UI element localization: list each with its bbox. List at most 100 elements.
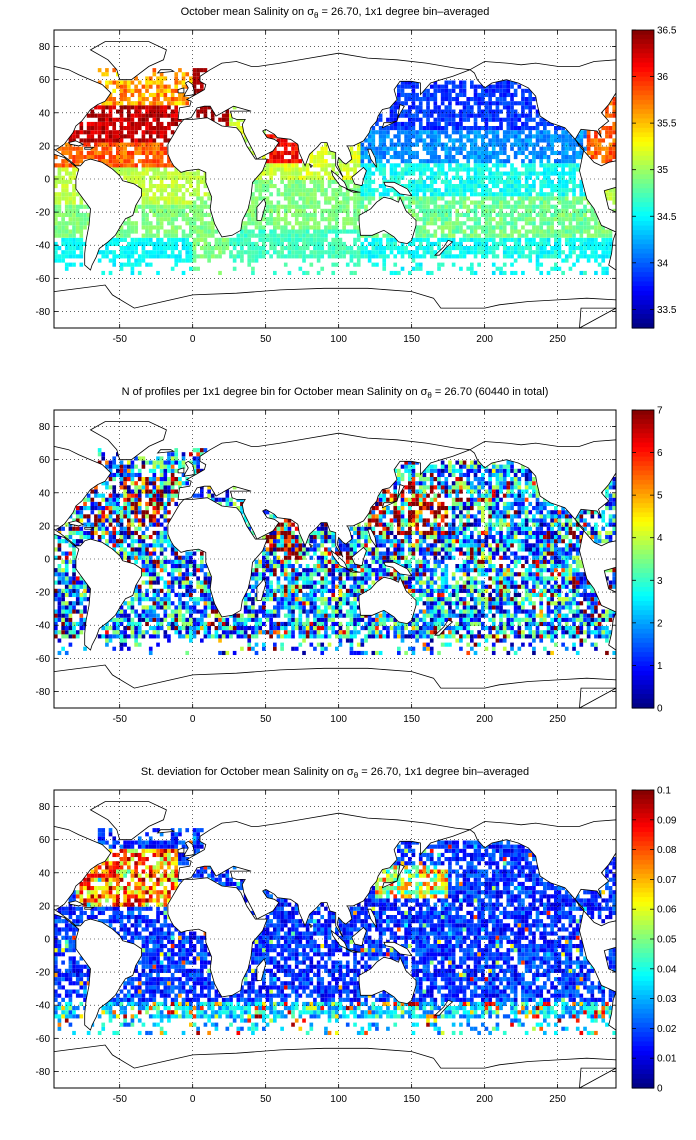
data-cell bbox=[200, 237, 204, 242]
data-cell bbox=[546, 250, 551, 255]
data-cell bbox=[491, 146, 496, 151]
data-cell bbox=[386, 237, 390, 242]
data-cell bbox=[54, 621, 58, 627]
data-cell bbox=[495, 241, 500, 247]
data-cell bbox=[546, 200, 551, 205]
data-cell bbox=[564, 217, 569, 222]
data-cell bbox=[440, 117, 445, 122]
data-cell bbox=[397, 646, 401, 651]
data-cell bbox=[116, 109, 120, 114]
data-cell bbox=[477, 126, 481, 131]
data-cell bbox=[444, 179, 449, 184]
data-cell bbox=[203, 613, 208, 618]
data-cell bbox=[269, 179, 273, 184]
data-cell bbox=[437, 163, 441, 168]
data-cell bbox=[112, 134, 117, 139]
data-cell bbox=[189, 217, 193, 222]
data-cell bbox=[294, 212, 299, 218]
data-cell bbox=[448, 192, 452, 197]
data-cell bbox=[90, 113, 95, 118]
data-cell bbox=[411, 113, 416, 118]
data-cell bbox=[105, 638, 109, 643]
data-cell bbox=[72, 134, 76, 139]
data-cell bbox=[170, 621, 175, 627]
data-cell bbox=[280, 179, 284, 184]
data-cell bbox=[294, 217, 299, 222]
data-cell bbox=[473, 221, 478, 226]
data-cell bbox=[564, 208, 569, 213]
data-cell bbox=[418, 241, 423, 247]
data-cell bbox=[418, 254, 423, 259]
data-cell bbox=[79, 130, 84, 135]
data-cell bbox=[466, 225, 471, 230]
data-cell bbox=[378, 634, 383, 639]
data-cell bbox=[305, 241, 310, 247]
data-cell bbox=[572, 159, 576, 164]
data-cell bbox=[294, 179, 299, 184]
data-cell bbox=[473, 208, 478, 213]
data-cell bbox=[371, 188, 376, 193]
data-cell bbox=[101, 117, 106, 122]
data-cell bbox=[393, 146, 398, 151]
data-cell bbox=[543, 229, 547, 234]
data-cell bbox=[57, 613, 62, 618]
data-cell bbox=[174, 212, 179, 218]
data-cell bbox=[163, 229, 168, 234]
data-cell bbox=[546, 155, 551, 160]
data-cell bbox=[141, 121, 146, 127]
data-cell bbox=[539, 609, 544, 614]
data-cell bbox=[324, 233, 328, 238]
data-cell bbox=[546, 241, 551, 247]
data-cell bbox=[473, 159, 478, 164]
data-cell bbox=[426, 184, 430, 189]
data-cell bbox=[123, 642, 127, 647]
data-cell bbox=[218, 237, 222, 242]
data-cell bbox=[462, 113, 467, 118]
data-cell bbox=[543, 163, 547, 168]
data-cell bbox=[258, 229, 263, 234]
data-cell bbox=[360, 188, 365, 193]
data-cell bbox=[448, 113, 452, 118]
data-cell bbox=[418, 105, 423, 110]
data-cell bbox=[331, 613, 336, 618]
data-cell bbox=[400, 250, 405, 255]
data-cell bbox=[466, 613, 471, 618]
data-cell bbox=[170, 609, 175, 614]
data-cell bbox=[415, 184, 419, 189]
data-cell bbox=[302, 609, 306, 614]
data-cell bbox=[594, 212, 598, 218]
data-cell bbox=[367, 621, 372, 627]
data-cell bbox=[119, 134, 124, 139]
data-cell bbox=[159, 617, 164, 622]
data-cell bbox=[86, 221, 91, 226]
data-cell bbox=[429, 146, 434, 151]
data-cell bbox=[433, 250, 438, 255]
data-cell bbox=[251, 217, 255, 222]
data-cell bbox=[294, 163, 299, 168]
data-cell bbox=[502, 130, 507, 135]
data-cell bbox=[287, 270, 292, 276]
data-cell bbox=[608, 250, 613, 255]
data-cell bbox=[506, 159, 511, 164]
data-cell bbox=[535, 262, 540, 267]
data-cell bbox=[491, 175, 496, 180]
data-cell bbox=[75, 146, 80, 151]
data-cell bbox=[134, 163, 138, 168]
data-cell bbox=[590, 241, 595, 247]
data-cell bbox=[470, 184, 474, 189]
data-cell bbox=[535, 138, 540, 143]
data-cell bbox=[444, 254, 449, 259]
data-cell bbox=[302, 233, 306, 238]
colorbar-tick-label: 35.5 bbox=[657, 119, 677, 130]
data-cell bbox=[251, 250, 255, 255]
data-cell bbox=[203, 229, 208, 234]
data-cell bbox=[338, 642, 343, 647]
data-cell bbox=[75, 204, 80, 209]
data-cell bbox=[557, 613, 562, 618]
data-cell bbox=[247, 613, 252, 618]
data-cell bbox=[225, 121, 230, 127]
data-cell bbox=[481, 101, 485, 106]
data-cell bbox=[313, 159, 317, 164]
data-cell bbox=[429, 84, 434, 89]
data-cell bbox=[287, 142, 292, 147]
